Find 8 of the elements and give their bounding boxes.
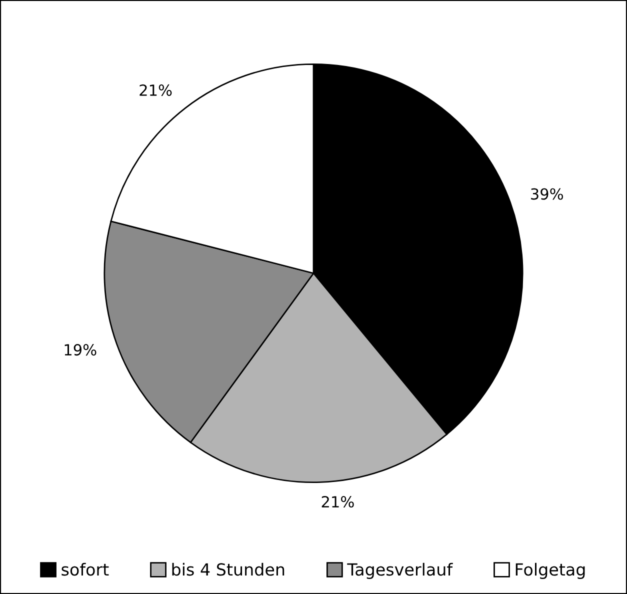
data-label: 21% <box>322 496 354 508</box>
legend-label: sofort <box>62 562 109 576</box>
data-label: 39% <box>531 188 564 200</box>
data-label: 19% <box>64 344 96 356</box>
legend-label: bis 4 Stunden <box>172 562 284 576</box>
legend-label: Folgetag <box>516 562 585 579</box>
data-label: 21% <box>140 84 172 96</box>
legend-label: Tagesverlauf <box>347 562 453 579</box>
